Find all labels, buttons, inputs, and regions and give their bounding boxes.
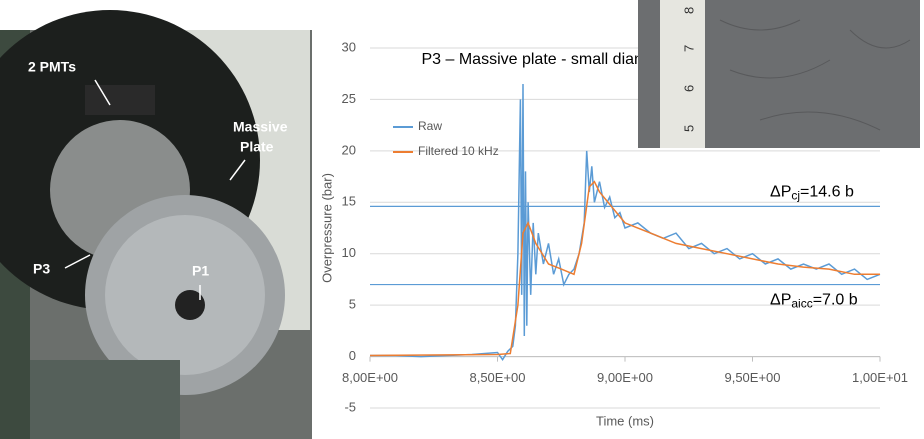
y-tick-label: 30 — [342, 39, 356, 54]
legend-label: Filtered 10 kHz — [418, 144, 499, 158]
ruler-label: 6 — [681, 85, 696, 92]
reference-label: ΔPcj=14.6 b — [770, 184, 854, 203]
photo-label: Massive — [233, 119, 288, 135]
ruler-label: 8 — [681, 7, 696, 14]
reference-label: ΔPaicc=7.0 b — [770, 292, 858, 311]
x-tick-label: 8,00E+00 — [342, 370, 398, 385]
x-tick-label: 8,50E+00 — [469, 370, 525, 385]
reference-label-part: =14.6 b — [800, 184, 854, 201]
series-line — [369, 180, 880, 357]
y-tick-label: 15 — [342, 194, 356, 209]
photo-label: P3 — [33, 261, 50, 277]
y-tick-label: 0 — [349, 348, 356, 363]
reference-label-part: ΔP — [770, 292, 791, 309]
y-axis-title: Overpressure (bar) — [319, 173, 334, 283]
y-tick-label: -5 — [344, 399, 356, 414]
reference-label-part: aicc — [791, 297, 812, 311]
y-tick-label: 20 — [342, 142, 356, 157]
ruler-label: 5 — [681, 125, 696, 132]
photo: 2 PMTs Massive Plate P3 P1 — [0, 10, 312, 439]
y-tick-label: 5 — [349, 297, 356, 312]
reference-label-part: ΔP — [770, 184, 791, 201]
photo-label: Plate — [240, 139, 274, 155]
reference-label-part: cj — [791, 189, 800, 203]
reference-label-part: =7.0 b — [813, 292, 858, 309]
inset-photo: 5 6 7 8 — [638, 0, 920, 148]
ruler-label: 7 — [681, 45, 696, 52]
photo-label: 2 PMTs — [28, 59, 76, 75]
x-axis-title: Time (ms) — [596, 413, 654, 428]
photo-label: P1 — [192, 263, 209, 279]
x-tick-label: 1,00E+01 — [852, 370, 908, 385]
y-tick-label: 25 — [342, 91, 356, 106]
x-tick-label: 9,50E+00 — [724, 370, 780, 385]
legend-label: Raw — [418, 119, 442, 133]
x-tick-label: 9,00E+00 — [597, 370, 653, 385]
y-tick-label: 10 — [342, 245, 356, 260]
